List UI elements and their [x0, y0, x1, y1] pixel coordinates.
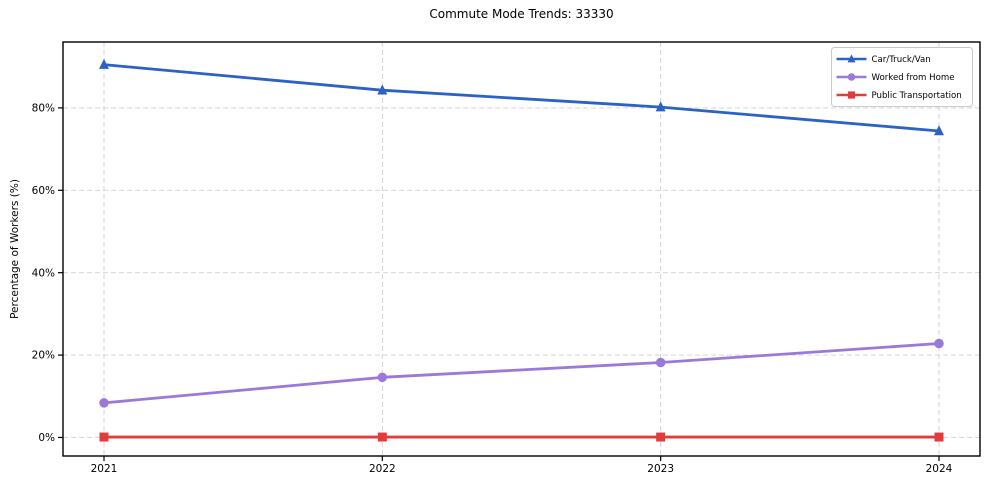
data-point-marker	[377, 84, 388, 95]
plot-area	[63, 42, 980, 456]
y-tick-label: 60%	[32, 185, 55, 197]
data-point-marker	[655, 357, 666, 368]
y-tick-label: 20%	[32, 350, 55, 362]
data-point-marker	[934, 125, 944, 136]
series-line	[102, 63, 941, 133]
data-point-marker	[99, 432, 109, 442]
legend-label: Public Transportation	[872, 91, 962, 101]
x-tick-label: 2023	[647, 463, 674, 475]
data-point-marker	[99, 58, 109, 69]
data-point-marker	[655, 101, 666, 112]
plot-border	[62, 41, 981, 457]
y-tick-label: 0%	[38, 432, 55, 444]
data-point-marker	[377, 372, 388, 383]
x-tick-label: 2021	[91, 463, 118, 475]
legend-marker	[847, 54, 856, 63]
data-point-marker	[934, 338, 944, 349]
x-tick-label: 2022	[369, 463, 396, 475]
legend-marker	[847, 73, 856, 81]
legend-label: Worked from Home	[872, 73, 955, 83]
data-point-marker	[934, 432, 944, 442]
y-tick-label: 40%	[32, 267, 55, 279]
legend-marker	[847, 91, 856, 99]
data-point-marker	[99, 398, 109, 408]
legend-label: Car/Truck/Van	[872, 55, 931, 65]
legend-box	[831, 47, 973, 107]
x-tick-label: 2024	[926, 463, 953, 475]
chart-title: Commute Mode Trends: 33330	[429, 7, 614, 21]
series-line	[102, 342, 941, 405]
data-point-marker	[656, 432, 666, 442]
data-point-marker	[377, 432, 387, 442]
y-tick-label: 80%	[32, 103, 55, 115]
